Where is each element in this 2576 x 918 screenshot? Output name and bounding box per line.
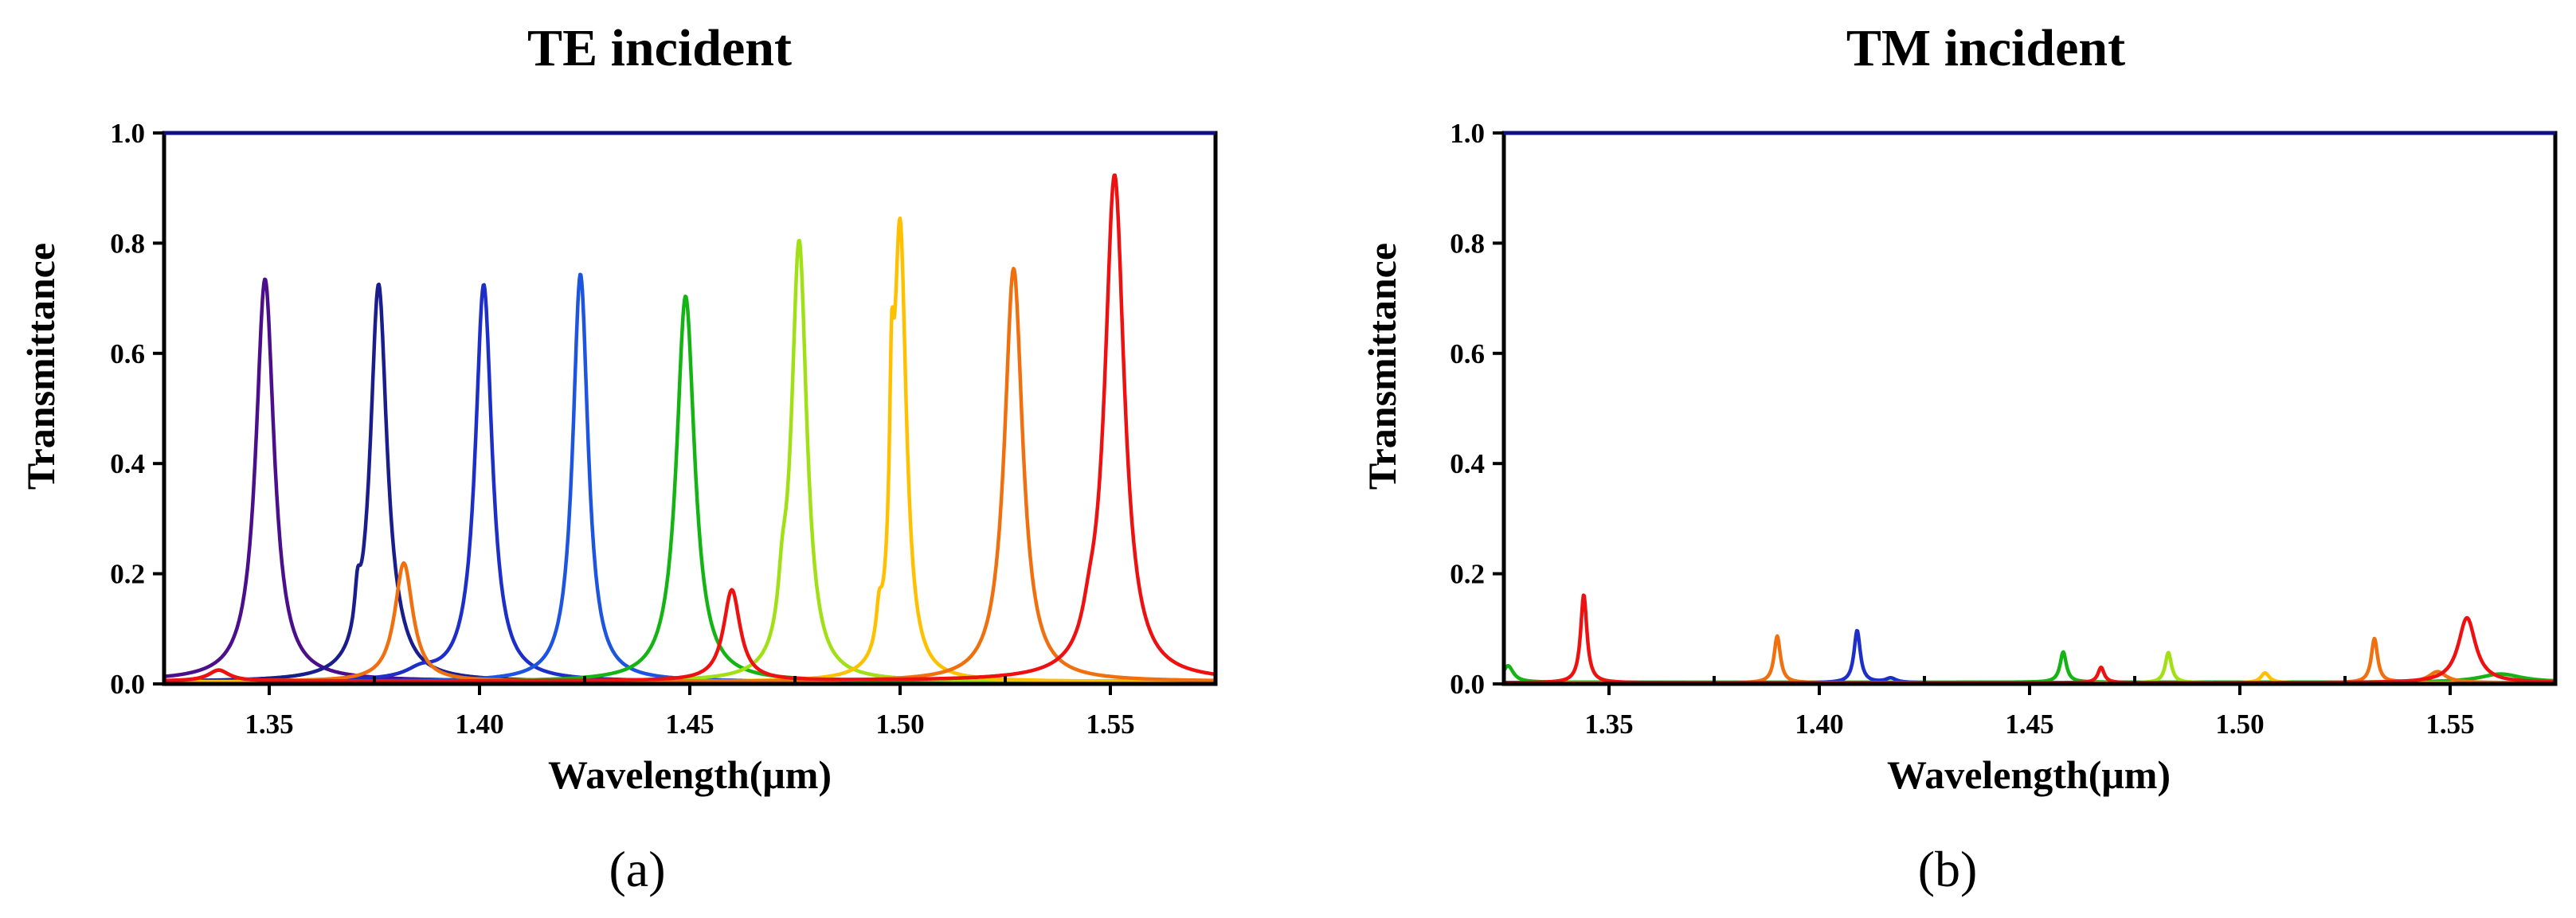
series-layer bbox=[162, 173, 1218, 684]
series-line-yellow-green bbox=[1501, 650, 2558, 685]
x-tick-label: 1.55 bbox=[2425, 709, 2474, 740]
y-axis-label: Transmittance bbox=[1360, 243, 1404, 490]
y-tick-label: 0.0 bbox=[1450, 669, 1485, 700]
x-tick-label: 1.35 bbox=[1584, 709, 1633, 740]
plot-frame bbox=[162, 131, 1218, 686]
x-tick-label: 1.45 bbox=[2005, 709, 2053, 740]
y-tick-label: 0.4 bbox=[110, 448, 145, 479]
series-line-blue bbox=[1501, 628, 2558, 685]
x-axis-label: Wavelength(μm) bbox=[1887, 752, 2171, 797]
y-tick-label: 0.6 bbox=[110, 338, 145, 369]
tick-layer: 1.35 1.40 1.45 1.50 1.55 0.0 0.2 0.4 0.6 0.8 1.0 bbox=[110, 118, 1217, 740]
y-tick-label: 0.2 bbox=[1450, 559, 1485, 590]
x-tick-label: 1.55 bbox=[1086, 709, 1134, 740]
series-line-orange bbox=[162, 267, 1218, 683]
series-line-orange bbox=[1501, 634, 2558, 685]
series-line-yellow-green bbox=[162, 238, 1218, 684]
series-layer bbox=[1501, 593, 2558, 685]
y-tick-label: 1.0 bbox=[110, 118, 145, 149]
y-axis-label: Transmittance bbox=[18, 243, 63, 490]
panel-tm-incident: TM incident Transmittance Wavelength(μm)… bbox=[1360, 19, 2558, 897]
y-tick-label: 0.8 bbox=[110, 228, 145, 259]
y-tick-label: 0.6 bbox=[1450, 338, 1485, 369]
panel-te-incident: TE incident Transmittance Wavelength(μm)… bbox=[18, 19, 1218, 897]
x-tick-label: 1.50 bbox=[875, 709, 924, 740]
y-tick-label: 0.2 bbox=[110, 559, 145, 590]
y-tick-label: 0.0 bbox=[110, 669, 145, 700]
series-line-gold bbox=[162, 216, 1218, 684]
series-line-green bbox=[1501, 650, 2558, 685]
panel-label: (a) bbox=[609, 841, 665, 897]
series-line-red bbox=[1501, 593, 2558, 685]
series-line-red bbox=[162, 173, 1218, 683]
series-line-green bbox=[162, 294, 1218, 684]
plot-frame bbox=[1501, 131, 2558, 686]
chart-title: TM incident bbox=[1846, 19, 2125, 77]
x-tick-label: 1.45 bbox=[665, 709, 714, 740]
x-tick-label: 1.35 bbox=[245, 709, 293, 740]
panel-label: (b) bbox=[1918, 841, 1978, 897]
y-tick-label: 1.0 bbox=[1450, 118, 1485, 149]
chart-title: TE incident bbox=[527, 19, 792, 77]
x-tick-label: 1.40 bbox=[455, 709, 503, 740]
x-axis-label: Wavelength(μm) bbox=[548, 752, 832, 797]
x-tick-label: 1.40 bbox=[1795, 709, 1843, 740]
tick-layer: 1.35 1.40 1.45 1.50 1.55 0.0 0.2 0.4 0.6 0.8 1.0 bbox=[1450, 118, 2557, 740]
y-tick-label: 0.8 bbox=[1450, 228, 1485, 259]
x-tick-label: 1.50 bbox=[2215, 709, 2264, 740]
y-tick-label: 0.4 bbox=[1450, 448, 1485, 479]
